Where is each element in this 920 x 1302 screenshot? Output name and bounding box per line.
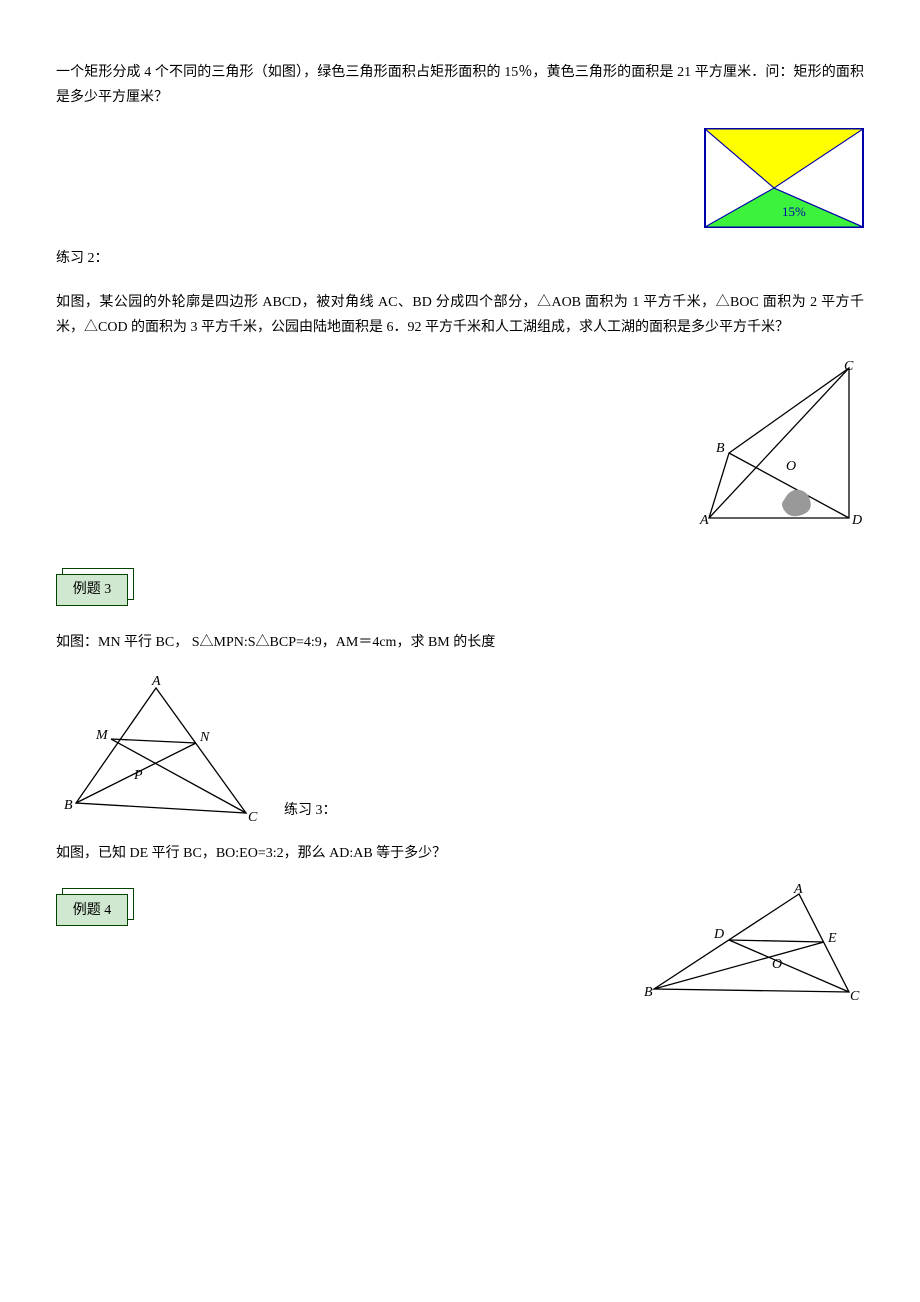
problem-1-figure: 15%: [704, 128, 864, 228]
label-C: C: [844, 359, 854, 374]
green-pct-label: 15%: [782, 204, 806, 219]
label-A: A: [699, 513, 709, 528]
example-3-label: 例题 3: [56, 574, 128, 606]
exercise-3-text: 如图，已知 DE 平行 BC，BO:EO=3:2，那么 AD:AB 等于多少？: [56, 841, 864, 866]
exercise-2-heading: 练习 2：: [56, 246, 864, 271]
example-4-label: 例题 4: [56, 894, 128, 926]
label-B3: B: [64, 798, 73, 813]
label-B4: B: [644, 985, 653, 1000]
label-D4: D: [713, 927, 724, 942]
label-O4: O: [772, 957, 782, 972]
label-P: P: [133, 768, 143, 783]
exercise-2-text: 如图，某公园的外轮廓是四边形 ABCD，被对角线 AC、BD 分成四个部分，△A…: [56, 290, 864, 340]
label-B: B: [716, 441, 725, 456]
problem-1-text: 一个矩形分成 4 个不同的三角形（如图），绿色三角形面积占矩形面积的 15％，黄…: [56, 60, 864, 110]
label-A4: A: [793, 884, 803, 897]
label-D: D: [851, 513, 862, 528]
label-E4: E: [827, 931, 837, 946]
example-3-text: 如图：MN 平行 BC， S△MPN:S△BCP=4:9，AM＝4cm，求 BM…: [56, 630, 864, 655]
label-N: N: [199, 730, 210, 745]
exercise-2-figure: A B C D O: [694, 358, 864, 528]
label-C3: C: [248, 810, 258, 823]
example-4-box: 例题 4: [56, 894, 128, 926]
label-A3: A: [151, 674, 161, 689]
exercise-3-heading: 练习 3：: [284, 798, 337, 823]
example-3-figure: A M N P B C: [56, 673, 266, 823]
label-O: O: [786, 459, 796, 474]
exercise-3-figure: A D E O B C: [644, 884, 864, 1004]
example-3-box: 例题 3: [56, 574, 128, 606]
label-M: M: [95, 728, 109, 743]
label-C4: C: [850, 989, 860, 1004]
